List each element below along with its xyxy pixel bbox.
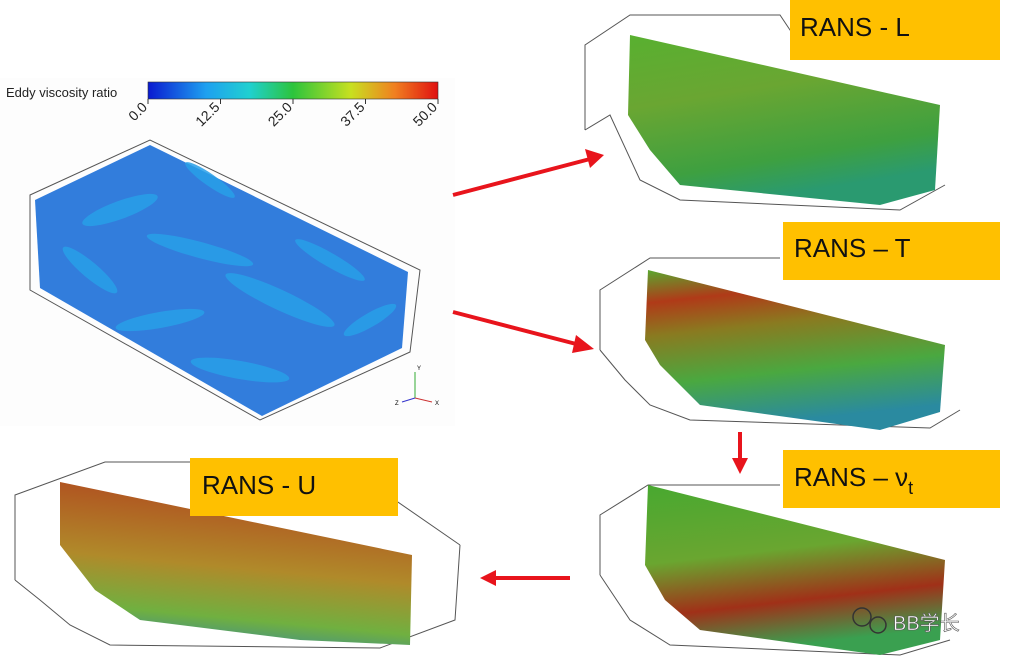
label-subscript: t xyxy=(908,478,913,498)
rans-l-panel: RANS - L xyxy=(584,0,1000,211)
axis-x-label: X xyxy=(435,401,439,407)
panel-label: RANS - U xyxy=(202,470,316,500)
panel-label: RANS - L xyxy=(800,12,910,42)
panel-label: RANS – T xyxy=(794,233,911,263)
rans-t-panel: RANS – T xyxy=(599,222,1000,430)
turbulence-panel: Eddy viscosity ratio 0.0 12.5 25.0 37.5 50.0… xyxy=(0,78,455,426)
arrows xyxy=(452,149,748,586)
axis-z-label: Z xyxy=(395,401,399,407)
watermark-text: BB学长 xyxy=(893,612,960,635)
axes-triad: Y X Z xyxy=(395,366,439,407)
watermark: BB学长 xyxy=(852,607,960,635)
axis-y-label: Y xyxy=(417,366,421,372)
rans-u-panel: RANS - U xyxy=(14,458,461,649)
panel-label: RANS – νt xyxy=(794,462,913,498)
colorbar xyxy=(147,81,439,100)
vortex-structures xyxy=(62,162,397,383)
label-main: RANS – ν xyxy=(794,462,908,492)
colorbar-title: Eddy viscosity ratio xyxy=(6,85,117,100)
